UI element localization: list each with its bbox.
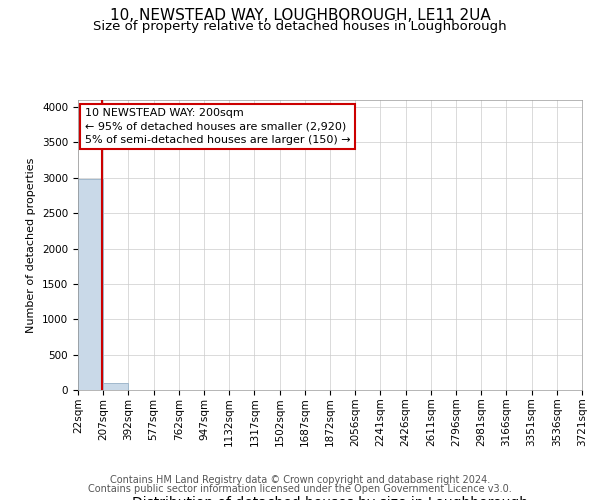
Bar [78,179,103,390]
Text: 10, NEWSTEAD WAY, LOUGHBOROUGH, LE11 2UA: 10, NEWSTEAD WAY, LOUGHBOROUGH, LE11 2UA [110,8,490,22]
Text: Size of property relative to detached houses in Loughborough: Size of property relative to detached ho… [93,20,507,33]
Bar [103,383,128,390]
Text: Contains public sector information licensed under the Open Government Licence v3: Contains public sector information licen… [88,484,512,494]
Text: Contains HM Land Registry data © Crown copyright and database right 2024.: Contains HM Land Registry data © Crown c… [110,475,490,485]
Text: 10 NEWSTEAD WAY: 200sqm
← 95% of detached houses are smaller (2,920)
5% of semi-: 10 NEWSTEAD WAY: 200sqm ← 95% of detache… [85,108,350,145]
Y-axis label: Number of detached properties: Number of detached properties [26,158,37,332]
X-axis label: Distribution of detached houses by size in Loughborough: Distribution of detached houses by size … [132,496,528,500]
